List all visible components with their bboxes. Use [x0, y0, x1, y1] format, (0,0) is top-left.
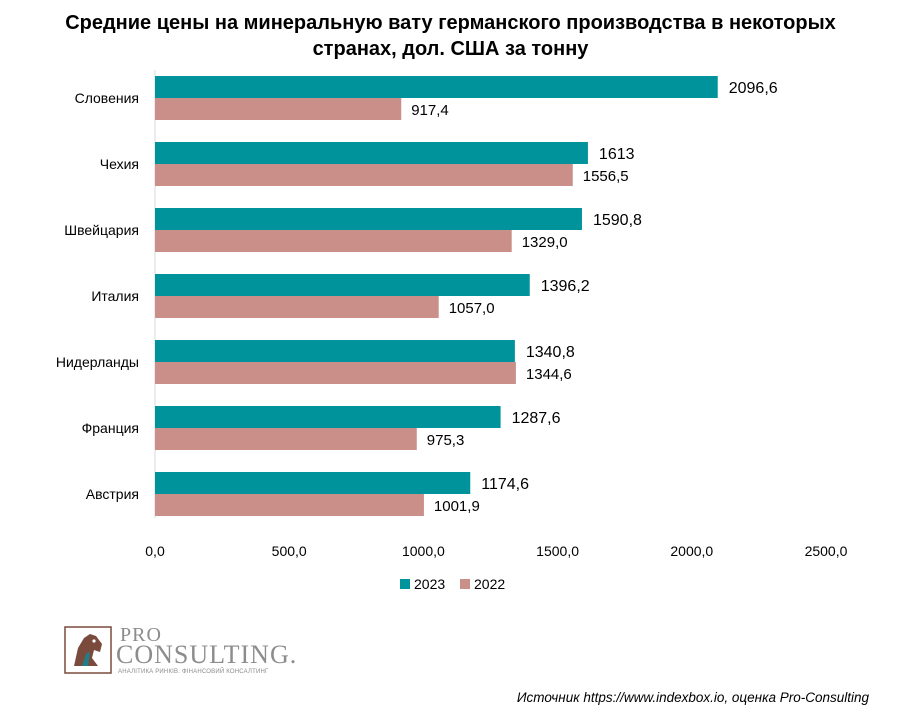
category-label: Швейцария [64, 222, 139, 238]
data-label-2023: 1340,8 [526, 344, 575, 361]
category-label: Италия [91, 288, 139, 304]
bar-2022 [155, 428, 417, 450]
data-label-2022: 1001,9 [434, 498, 480, 515]
source-note: Источник https://www.indexbox.io, оценка… [516, 690, 869, 705]
data-label-2022: 1329,0 [522, 234, 568, 251]
logo-consulting-text: CONSULTING. [116, 640, 298, 669]
bar-2022 [155, 362, 516, 384]
bar-2023 [155, 472, 471, 494]
category-label: Чехия [100, 156, 139, 172]
x-tick-label: 500,0 [272, 543, 307, 559]
legend-swatch-2022 [460, 579, 470, 589]
logo-pro-text: PRO [120, 624, 162, 646]
data-label-2023: 2096,6 [729, 80, 778, 97]
logo-tagline: АНАЛІТИКА РИНКІВ. ФІНАНСОВИЙ КОНСАЛТИНГ [118, 669, 269, 675]
chart-title: Средние цены на минеральную вату германс… [0, 10, 901, 62]
horse-head-icon [64, 626, 112, 674]
data-label-2023: 1396,2 [541, 278, 590, 295]
x-tick-label: 1500,0 [536, 543, 579, 559]
data-label-2022: 1556,5 [583, 168, 629, 185]
data-label-2022: 975,3 [427, 432, 465, 449]
bar-2023 [155, 76, 718, 98]
data-label-2022: 1057,0 [449, 300, 495, 317]
bar-2023 [155, 340, 515, 362]
x-tick-label: 2500,0 [805, 543, 848, 559]
bar-2023 [155, 274, 530, 296]
chart-title-line1: Средние цены на минеральную вату германс… [65, 12, 836, 34]
x-tick-label: 0,0 [145, 543, 165, 559]
category-label: Словения [75, 90, 139, 106]
data-label-2023: 1287,6 [512, 410, 561, 427]
data-label-2022: 1344,6 [526, 366, 572, 383]
category-label: Франция [82, 420, 139, 436]
category-label: Австрия [86, 486, 139, 502]
legend-label-2023: 2023 [414, 576, 445, 592]
bar-2022 [155, 98, 402, 120]
legend-label-2022: 2022 [474, 576, 505, 592]
bar-2023 [155, 208, 582, 230]
bar-2023 [155, 142, 588, 164]
pro-consulting-logo: PRO CONSULTING. АНАЛІТИКА РИНКІВ. ФІНАНС… [64, 624, 296, 680]
bar-2022 [155, 230, 512, 252]
category-label: Нидерланды [56, 354, 139, 370]
data-label-2023: 1174,6 [481, 476, 529, 493]
data-label-2023: 1590,8 [593, 212, 642, 229]
bar-2023 [155, 406, 501, 428]
data-label-2023: 1613 [599, 146, 635, 163]
bar-2022 [155, 296, 439, 318]
data-label-2022: 917,4 [411, 102, 449, 119]
x-tick-label: 2000,0 [670, 543, 713, 559]
chart-title-line2: странах, дол. США за тонну [312, 38, 589, 60]
bar-2022 [155, 494, 424, 516]
x-tick-label: 1000,0 [402, 543, 445, 559]
legend-swatch-2023 [400, 579, 410, 589]
bar-2022 [155, 164, 573, 186]
